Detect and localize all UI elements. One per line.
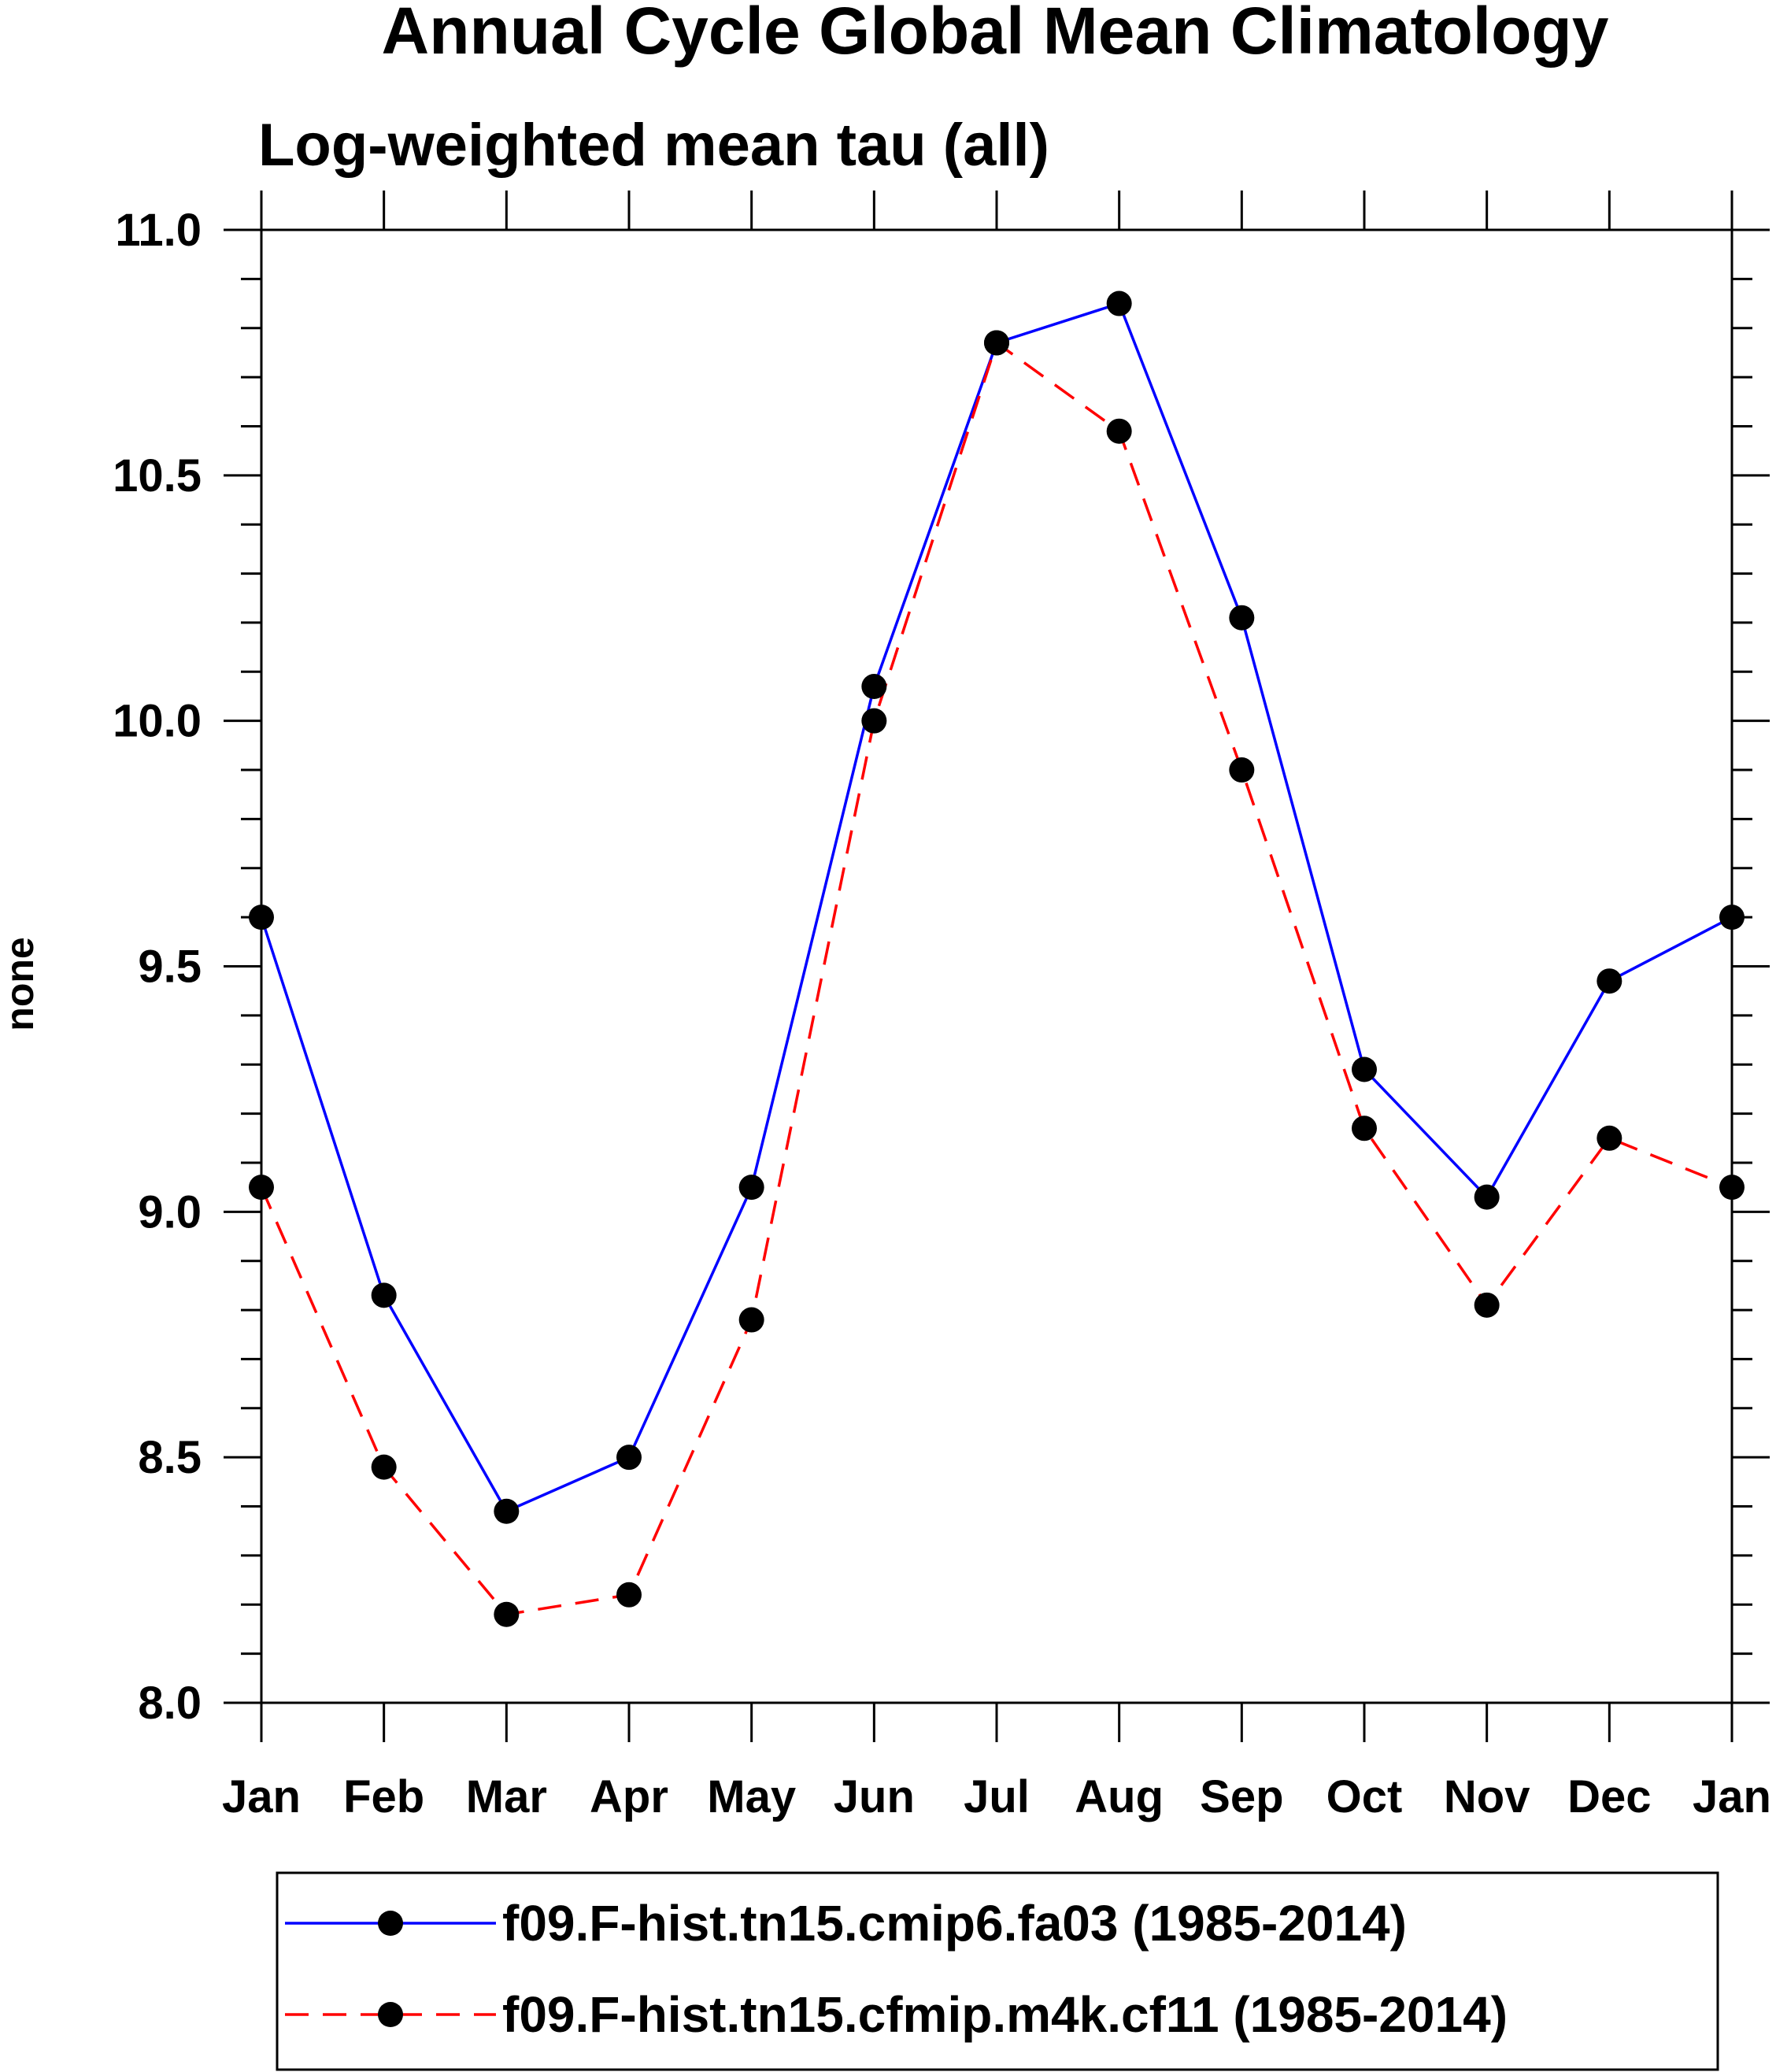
- legend-label-1: f09.F-hist.tn15.cmip6.fa03 (1985-2014): [502, 1895, 1407, 1952]
- chart-title: Annual Cycle Global Mean Climatology: [382, 0, 1609, 68]
- chart-subtitle: Log-weighted mean tau (all): [258, 112, 1049, 179]
- x-tick-label: Aug: [1075, 1771, 1164, 1822]
- series-2-point: [1597, 1125, 1622, 1151]
- series-1-point: [1597, 968, 1622, 994]
- y-tick-label: 10.5: [113, 450, 202, 501]
- legend-marker-2: [378, 2002, 403, 2027]
- series-1-point: [616, 1445, 642, 1471]
- legend: f09.F-hist.tn15.cmip6.fa03 (1985-2014) f0…: [276, 1871, 1719, 2071]
- legend-label-2: f09.F-hist.tn15.cfmip.m4k.cf11 (1985-201…: [502, 1986, 1508, 2043]
- series-2-point: [738, 1307, 764, 1333]
- y-axis-label: none: [0, 937, 42, 1030]
- x-tick-label: Jan: [1693, 1771, 1771, 1822]
- x-tick-label: Mar: [466, 1771, 547, 1822]
- x-tick-label: Jan: [222, 1771, 301, 1822]
- legend-marker-1: [378, 1911, 403, 1936]
- series-2-point: [249, 1175, 274, 1201]
- y-tick-label: 9.0: [138, 1186, 202, 1238]
- series-1-point: [738, 1175, 764, 1201]
- series-2-point: [1229, 757, 1255, 783]
- series-1-point: [1352, 1056, 1377, 1082]
- y-tick-label: 10.0: [113, 696, 202, 747]
- series-1-point: [1474, 1184, 1500, 1210]
- x-tick-label: Feb: [343, 1771, 424, 1822]
- x-tick-label: Nov: [1444, 1771, 1530, 1822]
- series-1-point: [371, 1282, 397, 1308]
- x-tick-label: Oct: [1326, 1771, 1403, 1822]
- y-tick-label: 8.0: [138, 1678, 202, 1729]
- series-1-point: [1229, 605, 1255, 631]
- series-1-point: [1106, 290, 1132, 316]
- y-tick-label: 11.0: [115, 205, 202, 256]
- x-tick-label: May: [707, 1771, 796, 1822]
- x-tick-label: Jun: [834, 1771, 915, 1822]
- series-2-point: [861, 708, 887, 734]
- y-tick-label: 8.5: [138, 1432, 202, 1483]
- y-tick-label: 9.5: [138, 942, 202, 993]
- series-1-point: [494, 1498, 520, 1524]
- x-tick-label: Sep: [1200, 1771, 1283, 1822]
- series-2-point: [371, 1454, 397, 1480]
- series-line-2: [260, 340, 1733, 1616]
- series-2-point: [1106, 418, 1132, 444]
- series-1-point: [1719, 905, 1745, 931]
- series-1-point: [249, 905, 274, 931]
- series-2-point: [984, 330, 1009, 356]
- series-1-point: [861, 674, 887, 700]
- x-tick-label: Apr: [590, 1771, 668, 1822]
- plot-area: 8.0 8.5 9.0 9.5 10.0 10.5 11.0 Jan Feb Mar Apr May J…: [113, 191, 1771, 1822]
- legend-box: [276, 1871, 1719, 2071]
- x-tick-label: Jul: [964, 1771, 1030, 1822]
- series-line-1: [260, 302, 1733, 1514]
- series-2-point: [616, 1582, 642, 1608]
- series-2-point: [1352, 1116, 1377, 1141]
- x-tick-label: Dec: [1567, 1771, 1651, 1822]
- series-2-point: [1474, 1292, 1500, 1318]
- series-layer: [249, 290, 1745, 1627]
- plot-frame: [260, 228, 1733, 1704]
- series-2-point: [494, 1601, 520, 1627]
- series-2-point: [1719, 1175, 1745, 1201]
